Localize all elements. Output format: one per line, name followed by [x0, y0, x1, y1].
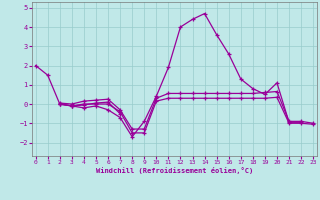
X-axis label: Windchill (Refroidissement éolien,°C): Windchill (Refroidissement éolien,°C)	[96, 167, 253, 174]
